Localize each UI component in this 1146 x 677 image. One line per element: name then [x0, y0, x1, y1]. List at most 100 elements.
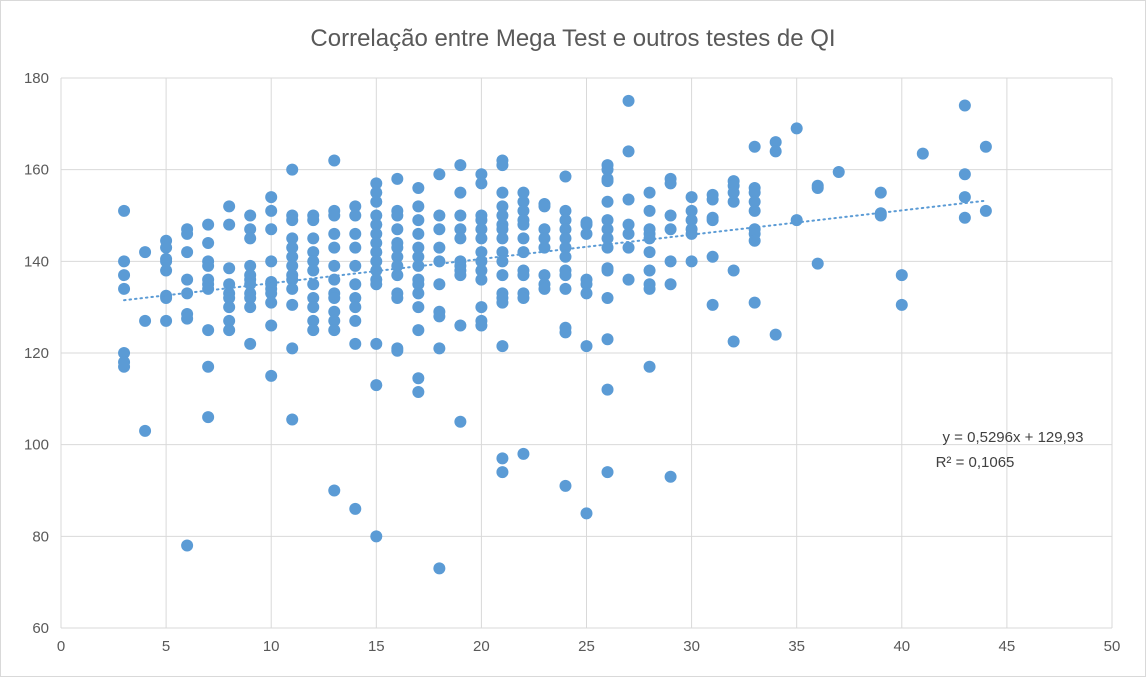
- data-point: [349, 227, 362, 240]
- data-point: [475, 168, 488, 181]
- data-point: [895, 298, 908, 311]
- data-point: [517, 447, 530, 460]
- data-point: [622, 218, 635, 231]
- data-point: [202, 411, 215, 424]
- y-tick-label: 160: [24, 162, 49, 179]
- data-point: [517, 195, 530, 208]
- data-point: [118, 269, 131, 282]
- data-point: [181, 312, 194, 325]
- data-point: [958, 211, 971, 224]
- data-point: [496, 255, 509, 268]
- data-point: [433, 209, 446, 222]
- data-point: [412, 227, 425, 240]
- data-point: [433, 342, 446, 355]
- x-tick-label: 40: [893, 638, 910, 655]
- data-point: [433, 241, 446, 254]
- data-point: [118, 347, 131, 359]
- data-point: [538, 269, 551, 282]
- y-tick-label: 60: [32, 620, 49, 637]
- data-point: [286, 282, 299, 295]
- data-point: [412, 385, 425, 398]
- data-point: [475, 246, 488, 259]
- data-point: [286, 241, 299, 254]
- data-point: [370, 186, 383, 199]
- data-point: [643, 232, 656, 245]
- data-point: [496, 452, 509, 465]
- data-point: [412, 250, 425, 263]
- y-tick-label: 140: [24, 253, 49, 270]
- x-tick-label: 35: [788, 638, 805, 655]
- data-point: [286, 214, 299, 227]
- data-point: [517, 269, 530, 282]
- data-point: [265, 255, 278, 268]
- data-point: [412, 324, 425, 337]
- data-point: [517, 218, 530, 231]
- data-point: [286, 163, 299, 176]
- data-point: [286, 250, 299, 263]
- x-tick-label: 15: [368, 638, 385, 655]
- data-point: [286, 232, 299, 245]
- data-point: [391, 250, 404, 263]
- data-point: [391, 209, 404, 222]
- data-point: [475, 223, 488, 236]
- data-point: [265, 223, 278, 236]
- data-point: [307, 314, 320, 327]
- data-point: [370, 195, 383, 208]
- data-point: [223, 200, 236, 213]
- data-point: [244, 232, 257, 245]
- data-point: [748, 204, 761, 217]
- data-point: [181, 539, 194, 552]
- data-point: [412, 200, 425, 213]
- data-point: [370, 255, 383, 268]
- x-tick-label: 25: [578, 638, 595, 655]
- data-point: [664, 255, 677, 268]
- x-tick-label: 5: [162, 638, 170, 655]
- x-tick-label: 10: [263, 638, 280, 655]
- data-point: [958, 99, 971, 112]
- data-point: [454, 159, 467, 172]
- data-point: [496, 340, 509, 353]
- data-point: [664, 177, 677, 190]
- data-point: [349, 502, 362, 515]
- data-point: [643, 246, 656, 259]
- data-point: [265, 296, 278, 309]
- data-point: [454, 186, 467, 199]
- data-point: [580, 278, 593, 291]
- data-point: [601, 223, 614, 236]
- data-point: [769, 136, 782, 149]
- data-point: [475, 273, 488, 286]
- data-point: [454, 223, 467, 236]
- data-point: [202, 218, 215, 231]
- data-point: [559, 479, 572, 492]
- data-point: [412, 182, 425, 194]
- data-point: [748, 195, 761, 208]
- data-point: [349, 337, 362, 350]
- data-point: [349, 292, 362, 304]
- data-point: [748, 140, 761, 153]
- data-point: [454, 232, 467, 245]
- data-point: [265, 204, 278, 217]
- data-point: [370, 278, 383, 291]
- data-points: [118, 94, 992, 575]
- data-point: [328, 292, 341, 304]
- data-point: [223, 314, 236, 327]
- data-point: [601, 466, 614, 479]
- data-point: [160, 314, 173, 327]
- data-point: [559, 204, 572, 217]
- data-point: [454, 269, 467, 282]
- data-point: [181, 227, 194, 240]
- data-point: [643, 186, 656, 199]
- data-point: [580, 507, 593, 520]
- data-point: [433, 310, 446, 323]
- data-point: [307, 264, 320, 277]
- data-point: [118, 204, 131, 217]
- data-point: [811, 182, 824, 194]
- data-point: [223, 324, 236, 337]
- data-point: [370, 337, 383, 350]
- data-point: [370, 227, 383, 240]
- data-point: [748, 186, 761, 199]
- data-point: [391, 344, 404, 357]
- data-point: [601, 175, 614, 188]
- data-point: [244, 259, 257, 272]
- data-point: [664, 223, 677, 236]
